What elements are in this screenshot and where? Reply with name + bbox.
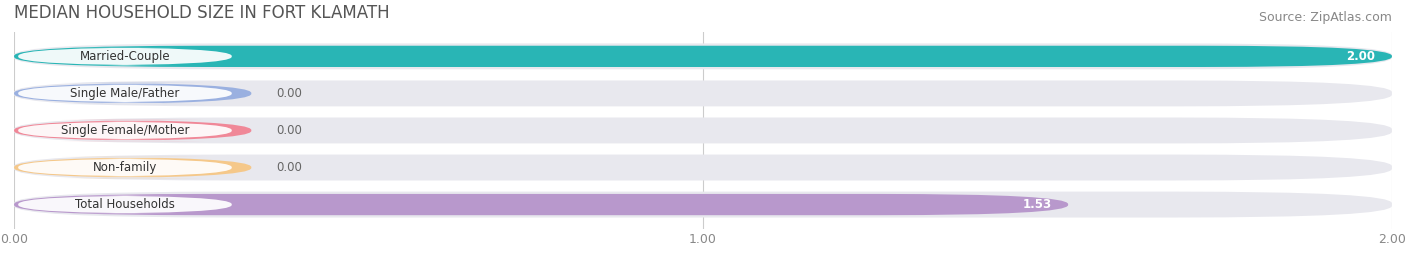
FancyBboxPatch shape: [14, 155, 1392, 180]
FancyBboxPatch shape: [18, 158, 232, 176]
Text: Single Female/Mother: Single Female/Mother: [60, 124, 190, 137]
Text: 0.00: 0.00: [276, 161, 302, 174]
Text: 1.53: 1.53: [1022, 198, 1052, 211]
Text: Married-Couple: Married-Couple: [80, 50, 170, 63]
FancyBboxPatch shape: [18, 84, 232, 102]
FancyBboxPatch shape: [14, 118, 1392, 143]
Text: Non-family: Non-family: [93, 161, 157, 174]
FancyBboxPatch shape: [14, 80, 1392, 106]
FancyBboxPatch shape: [14, 120, 252, 141]
Text: Source: ZipAtlas.com: Source: ZipAtlas.com: [1258, 11, 1392, 24]
Text: 2.00: 2.00: [1347, 50, 1375, 63]
FancyBboxPatch shape: [14, 194, 1069, 215]
FancyBboxPatch shape: [18, 196, 232, 214]
FancyBboxPatch shape: [14, 192, 1392, 218]
FancyBboxPatch shape: [14, 46, 1392, 67]
FancyBboxPatch shape: [14, 157, 252, 178]
Text: Single Male/Father: Single Male/Father: [70, 87, 180, 100]
Text: Total Households: Total Households: [75, 198, 174, 211]
Text: 0.00: 0.00: [276, 87, 302, 100]
FancyBboxPatch shape: [14, 43, 1392, 69]
Text: MEDIAN HOUSEHOLD SIZE IN FORT KLAMATH: MEDIAN HOUSEHOLD SIZE IN FORT KLAMATH: [14, 4, 389, 22]
FancyBboxPatch shape: [14, 83, 252, 104]
Text: 0.00: 0.00: [276, 124, 302, 137]
FancyBboxPatch shape: [18, 47, 232, 65]
FancyBboxPatch shape: [18, 121, 232, 140]
